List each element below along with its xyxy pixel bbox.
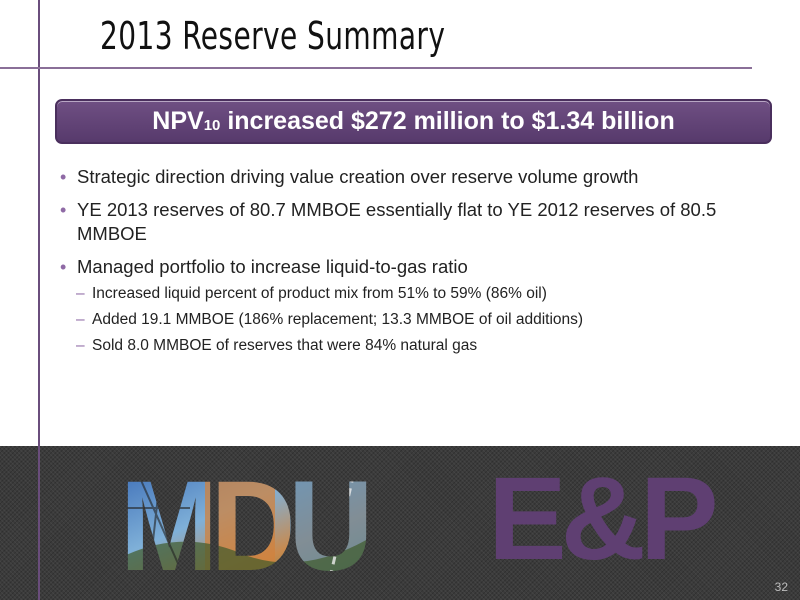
frame-vertical-line [38,0,40,600]
bullet-item: • Strategic direction driving value creat… [60,165,750,189]
bullet-item: • Managed portfolio to increase liquid-to… [60,255,750,279]
mdu-logo: MDU [120,468,367,578]
banner-text: increased $272 million to $1.34 billion [220,107,675,135]
bullet-dot-icon: • [60,257,67,277]
frame-horizontal-line [0,67,752,69]
dash-icon: – [76,337,85,354]
sub-bullet-item: – Sold 8.0 MMBOE of reserves that were 84… [60,336,750,356]
bullet-dot-icon: • [60,200,67,220]
page-number: 32 [774,580,788,594]
footer-band: MDU E&P 32 [0,446,800,600]
ep-logo: E&P [488,453,719,585]
bullet-item: • YE 2013 reserves of 80.7 MMBOE essentia… [60,198,750,246]
bullet-text: Strategic direction driving value creati… [77,166,639,187]
sub-bullet-item: – Added 19.1 MMBOE (186% replacement; 13.… [60,310,750,330]
bullet-dot-icon: • [60,167,67,187]
frame-vertical-line [38,446,40,600]
banner-npv: NPV [152,107,204,135]
dash-icon: – [76,311,85,328]
sub-bullet-item: – Increased liquid percent of product mix… [60,284,750,304]
headline-banner: NPV 10 increased $272 million to $1.34 bi… [55,99,772,144]
bullet-text: Managed portfolio to increase liquid-to-… [77,256,468,277]
sub-bullet-text: Increased liquid percent of product mix … [92,285,547,302]
sub-bullet-text: Added 19.1 MMBOE (186% replacement; 13.3… [92,311,584,328]
dash-icon: – [76,285,85,302]
sub-bullet-text: Sold 8.0 MMBOE of reserves that were 84%… [92,337,478,354]
slide-title: 2013 Reserve Summary [100,14,446,58]
banner-subscript: 10 [203,117,221,134]
bullet-list: • Strategic direction driving value creat… [60,165,750,362]
bullet-text: YE 2013 reserves of 80.7 MMBOE essential… [77,199,717,244]
